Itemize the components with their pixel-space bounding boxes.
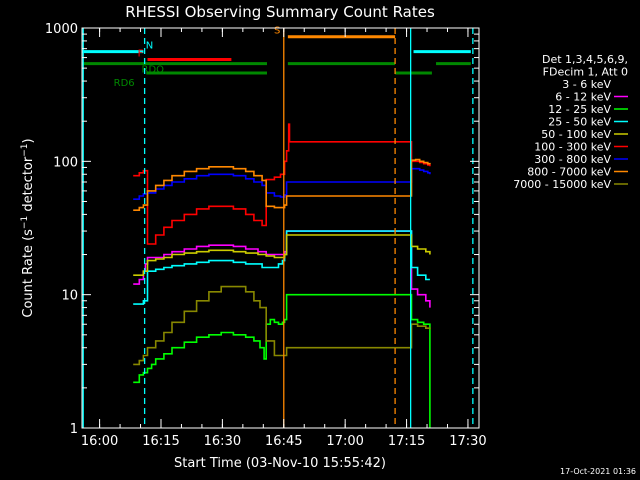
series-line-3: [133, 230, 430, 305]
axes-layer: 16:00 16:15 16:30 16:45 17:00 17:15 17:30 1 10 10…: [45, 22, 487, 449]
y-tick-label-3: 1000: [45, 22, 78, 37]
flags-layer: NF RDO RD6 S: [82, 26, 471, 89]
x-tick-label-6: 17:30: [449, 434, 486, 449]
series-layer: [133, 123, 431, 428]
legend-label-3: 25 - 50 keV: [548, 116, 611, 129]
legend-header-line-1: FDecim 1, Att 0: [543, 66, 628, 79]
legend-label-2: 12 - 25 keV: [548, 103, 611, 116]
series-line-2: [133, 293, 431, 428]
legend-label-5: 100 - 300 keV: [534, 141, 611, 154]
series-line-5: [133, 123, 431, 245]
flag-label-s: S: [274, 26, 280, 37]
y-tick-label-2: 100: [53, 155, 78, 170]
flag-label-rd6: RD6: [114, 78, 135, 89]
series-line-6: [133, 167, 431, 200]
series-line-8: [133, 285, 431, 366]
legend-label-1: 6 - 12 keV: [555, 91, 611, 104]
y-tick-label-1: 10: [61, 289, 78, 304]
series-line-7: [133, 158, 431, 211]
legend-label-8: 7000 - 15000 keV: [513, 178, 611, 191]
vlines-layer: [82, 28, 474, 428]
legend: Det 1,3,4,5,6,9,FDecim 1, Att 03 - 6 keV…: [513, 53, 628, 191]
x-tick-label-1: 16:15: [142, 434, 179, 449]
legend-label-6: 300 - 800 keV: [534, 153, 611, 166]
series-line-4: [133, 234, 431, 276]
generation-timestamp: 17-Oct-2021 01:36: [560, 467, 636, 476]
x-tick-label-0: 16:00: [81, 434, 118, 449]
x-axis-label: Start Time (03-Nov-10 15:55:42): [174, 456, 386, 471]
x-tick-label-4: 17:00: [326, 434, 363, 449]
legend-label-7: 800 - 7000 keV: [527, 166, 611, 179]
flag-label-rdo: RDO: [142, 65, 165, 76]
y-axis-label: Count Rate (s−1 detector−1): [20, 138, 36, 317]
series-line-1: [133, 230, 431, 308]
chart-title: RHESSI Observing Summary Count Rates: [125, 3, 435, 21]
legend-header-line-0: Det 1,3,4,5,6,9,: [542, 53, 628, 66]
x-tick-label-5: 17:15: [388, 434, 425, 449]
x-tick-label-2: 16:30: [204, 434, 241, 449]
plot-frame: [81, 27, 480, 429]
flag-label-n: N: [146, 41, 153, 52]
legend-label-4: 50 - 100 keV: [541, 128, 611, 141]
y-tick-label-0: 1: [70, 422, 78, 437]
x-tick-label-3: 16:45: [265, 434, 302, 449]
series-line-0: [133, 190, 430, 419]
flag-label-f: F: [138, 49, 144, 60]
legend-label-0: 3 - 6 keV: [562, 78, 611, 91]
